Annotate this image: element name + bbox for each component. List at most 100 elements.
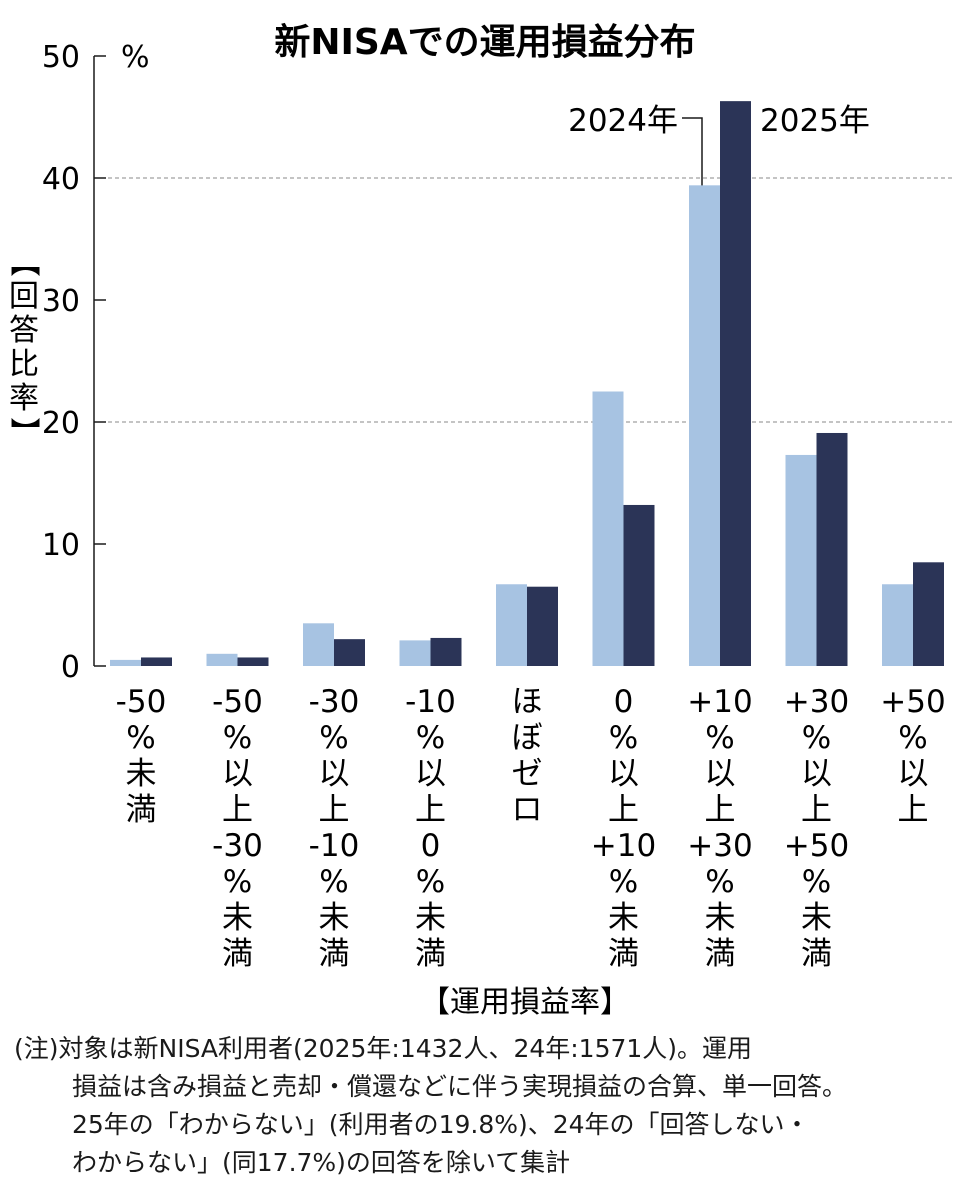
bar-2025 <box>237 657 269 666</box>
bar-2024 <box>206 653 238 666</box>
category-label: 満 <box>415 936 446 972</box>
footnote-line: 25年の「わからない」(利用者の19.8%)、24年の「回答しない・ <box>72 1110 810 1139</box>
category-label: 満 <box>319 936 350 972</box>
legend-label-2025: 2025年 <box>760 103 870 139</box>
category-label: 0 <box>421 828 441 864</box>
category-label: -10 <box>309 828 360 864</box>
category-label: -10 <box>405 684 456 720</box>
category-label: 上 <box>801 792 832 828</box>
y-axis <box>93 55 106 667</box>
y-axis-label-char: 】 <box>6 417 41 447</box>
category-label: 未 <box>319 900 350 936</box>
bar-2024 <box>882 584 913 666</box>
y-axis-label-char: 【 <box>6 247 41 277</box>
bars <box>110 101 944 666</box>
legend-leader-2024 <box>682 117 703 186</box>
category-label: -50 <box>212 684 263 720</box>
bar-2025 <box>623 504 655 666</box>
category-label: 上 <box>608 792 639 828</box>
category-label: % <box>802 864 831 900</box>
y-tick-label: 50 <box>42 40 80 75</box>
category-label: % <box>705 864 734 900</box>
bar-2025 <box>913 562 944 666</box>
y-axis-label-char: 回 <box>9 279 39 314</box>
legend-label-2024: 2024年 <box>568 103 678 139</box>
category-label: 満 <box>222 936 253 972</box>
bar-2024 <box>689 185 720 666</box>
bar-2025 <box>430 637 462 666</box>
y-axis-label-char: 比 <box>9 347 39 382</box>
category-label: 以 <box>319 756 350 792</box>
category-label: +10 <box>591 828 656 864</box>
category-label: ロ <box>512 792 543 828</box>
category-label: 以 <box>801 756 832 792</box>
category-label: 上 <box>898 792 929 828</box>
category-label: ぼ <box>512 720 543 756</box>
legend: 2024年 2025年 <box>568 103 870 186</box>
category-label: -50 <box>116 684 167 720</box>
category-label: 未 <box>608 900 639 936</box>
bar-2025 <box>816 432 848 666</box>
category-label: +50 <box>784 828 849 864</box>
bar-2024 <box>496 584 527 666</box>
footnote-line: わからない」(同17.7%)の回答を除いて集計 <box>72 1148 571 1177</box>
bar-2024 <box>303 623 334 666</box>
category-label: 以 <box>222 756 253 792</box>
category-label: 上 <box>415 792 446 828</box>
category-label: -30 <box>212 828 263 864</box>
bar-2024 <box>592 391 624 666</box>
category-label: 満 <box>801 936 832 972</box>
category-label: 未 <box>801 900 832 936</box>
category-label: % <box>319 720 348 756</box>
y-tick-labels: 0 10 20 30 40 50 <box>42 40 80 685</box>
category-label: % <box>609 720 638 756</box>
category-label: 上 <box>705 792 736 828</box>
category-label: 0 <box>614 684 634 720</box>
footnote: (注)対象は新NISA利用者(2025年:1432人、24年:1571人)。運用… <box>14 1030 962 1182</box>
category-label: 以 <box>705 756 736 792</box>
category-label: % <box>126 720 155 756</box>
category-label: % <box>223 720 252 756</box>
y-tick-label: 30 <box>42 284 80 319</box>
y-axis-label-char: 率 <box>9 381 39 416</box>
category-label: % <box>416 720 445 756</box>
bar-2024 <box>785 454 817 666</box>
category-label: % <box>416 864 445 900</box>
category-label: ゼ <box>512 756 543 792</box>
category-label: +50 <box>880 684 945 720</box>
y-tick-label: 40 <box>42 162 80 197</box>
footnote-line: (注)対象は新NISA利用者(2025年:1432人、24年:1571人)。運用 <box>14 1034 753 1063</box>
category-label: 満 <box>608 936 639 972</box>
category-label: % <box>609 864 638 900</box>
category-label: 以 <box>898 756 929 792</box>
bar-2024 <box>110 659 141 666</box>
y-tick-label: 20 <box>42 406 80 441</box>
y-tick-label: 0 <box>61 650 80 685</box>
category-label: % <box>802 720 831 756</box>
footnote-line: 損益は含み損益と売却・償還などに伴う実現損益の合算、単一回答。 <box>72 1072 848 1101</box>
category-label: 未 <box>705 900 736 936</box>
category-label: % <box>319 864 348 900</box>
chart-title: 新NISAでの運用損益分布 <box>274 22 695 63</box>
category-label: 未 <box>126 756 157 792</box>
category-label: 上 <box>319 792 350 828</box>
bar-2025 <box>141 657 172 666</box>
y-unit-label: % <box>121 40 150 75</box>
category-label: 未 <box>415 900 446 936</box>
category-label: +30 <box>784 684 849 720</box>
gridlines <box>94 177 955 423</box>
y-tick-label: 10 <box>42 528 80 563</box>
category-label: 以 <box>415 756 446 792</box>
x-axis-label: 【運用損益率】 <box>420 985 630 1020</box>
category-label: 以 <box>608 756 639 792</box>
bar-2025 <box>720 101 751 666</box>
y-axis-label-char: 答 <box>9 313 39 348</box>
bar-2025 <box>334 639 365 666</box>
category-label: +30 <box>687 828 752 864</box>
category-label: % <box>223 864 252 900</box>
category-label: % <box>705 720 734 756</box>
bar-2024 <box>399 640 431 666</box>
category-label: -30 <box>309 684 360 720</box>
